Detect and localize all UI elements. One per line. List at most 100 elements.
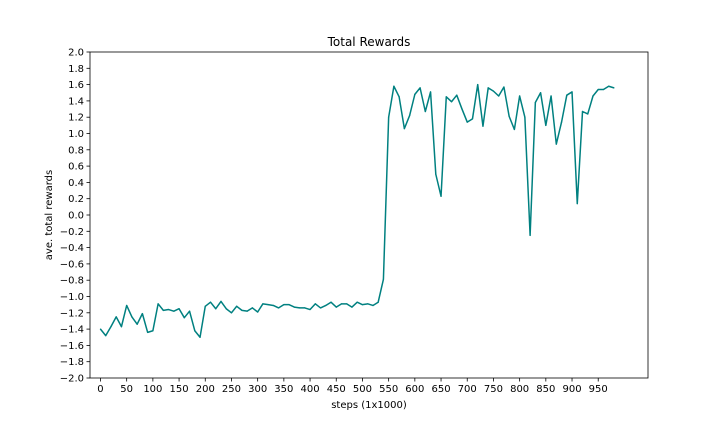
data-point xyxy=(597,88,599,91)
y-tick-label: 0.4 xyxy=(68,178,84,189)
y-tick-label: −0.8 xyxy=(60,276,84,287)
ticks-layer: 0 50 100 150 200 250 300 350 400 450 500 550 600 650 7… xyxy=(60,48,608,396)
data-point xyxy=(576,202,578,205)
y-tick-label: −1.4 xyxy=(60,325,84,336)
y-tick-label: 1.8 xyxy=(68,64,84,75)
x-tick-label: 600 xyxy=(405,384,424,395)
data-point xyxy=(602,88,605,91)
x-tick-label: 250 xyxy=(222,384,241,395)
data-point xyxy=(167,308,170,311)
data-point xyxy=(477,84,479,86)
x-tick-label: 350 xyxy=(274,384,293,395)
data-point xyxy=(555,143,557,145)
data-point xyxy=(110,326,112,328)
data-point xyxy=(309,308,311,311)
y-tick-label: 0.8 xyxy=(68,145,84,156)
x-tick-label: 550 xyxy=(379,384,398,395)
data-point xyxy=(560,121,563,123)
data-point xyxy=(377,301,379,303)
data-point xyxy=(283,304,285,306)
data-point xyxy=(152,330,154,332)
data-point xyxy=(545,124,547,126)
data-point xyxy=(466,121,468,123)
data-point xyxy=(571,91,573,93)
x-tick-label: 800 xyxy=(510,384,529,395)
data-point xyxy=(482,125,484,127)
data-point xyxy=(178,308,180,310)
data-point xyxy=(461,108,463,110)
y-tick-label: −1.6 xyxy=(60,341,84,352)
data-point xyxy=(346,303,348,305)
series-layer xyxy=(99,83,615,338)
data-point xyxy=(498,95,500,97)
x-tick-label: 900 xyxy=(562,384,581,395)
x-tick-label: 700 xyxy=(458,384,477,395)
data-point xyxy=(194,330,196,332)
data-point xyxy=(199,336,201,338)
x-tick-label: 850 xyxy=(536,384,555,395)
data-point xyxy=(262,303,264,305)
data-point xyxy=(398,96,400,98)
data-point xyxy=(340,303,343,305)
data-point xyxy=(267,304,269,306)
data-point xyxy=(173,310,175,312)
x-axis-label: steps (1x1000) xyxy=(331,400,407,411)
data-point xyxy=(314,303,316,305)
data-point xyxy=(581,110,584,113)
x-tick-label: 200 xyxy=(196,384,215,395)
data-point xyxy=(471,118,474,120)
data-point xyxy=(566,94,568,96)
data-point xyxy=(272,304,274,307)
y-tick-label: −0.4 xyxy=(60,243,84,254)
data-point xyxy=(115,316,117,318)
data-point xyxy=(147,331,149,333)
data-point xyxy=(450,101,453,103)
y-tick-label: −1.0 xyxy=(60,292,84,303)
data-point xyxy=(608,85,610,87)
data-point xyxy=(361,304,364,306)
data-point xyxy=(508,115,510,117)
data-point xyxy=(162,309,164,311)
data-point xyxy=(388,116,390,118)
data-point xyxy=(330,301,332,303)
y-tick-label: 0.0 xyxy=(68,211,84,222)
x-tick-label: 400 xyxy=(301,384,320,395)
x-tick-label: 150 xyxy=(170,384,189,395)
data-point xyxy=(456,94,458,96)
data-point xyxy=(429,91,432,93)
data-point xyxy=(513,128,515,131)
data-point xyxy=(99,328,102,330)
x-tick-label: 100 xyxy=(143,384,162,395)
data-point xyxy=(367,303,369,305)
y-tick-label: 1.6 xyxy=(68,80,84,91)
data-point xyxy=(105,335,107,337)
data-point xyxy=(188,310,191,312)
y-tick-label: 1.4 xyxy=(68,96,84,107)
data-point xyxy=(230,312,233,314)
data-point xyxy=(592,95,594,97)
data-point xyxy=(335,306,337,308)
chart-title: Total Rewards xyxy=(327,35,411,49)
data-point xyxy=(440,195,442,197)
y-tick-label: 0.6 xyxy=(68,162,84,173)
data-point xyxy=(613,87,615,89)
x-tick-label: 950 xyxy=(589,384,608,395)
y-tick-label: 1.0 xyxy=(68,129,84,140)
data-point xyxy=(519,95,521,97)
data-point xyxy=(120,326,123,328)
data-point xyxy=(435,173,437,175)
y-tick-label: 1.2 xyxy=(68,113,84,124)
plot-frame xyxy=(89,51,649,379)
data-point xyxy=(220,300,222,302)
data-point xyxy=(204,305,206,307)
data-point xyxy=(419,87,421,89)
data-point xyxy=(241,309,243,311)
data-point xyxy=(304,307,306,309)
data-point xyxy=(126,304,128,307)
plot-area: 0 50 100 150 200 250 300 350 400 450 500 550 600 650 7… xyxy=(60,48,649,396)
data-point xyxy=(351,306,353,308)
data-point xyxy=(503,86,505,88)
data-point xyxy=(225,308,227,310)
